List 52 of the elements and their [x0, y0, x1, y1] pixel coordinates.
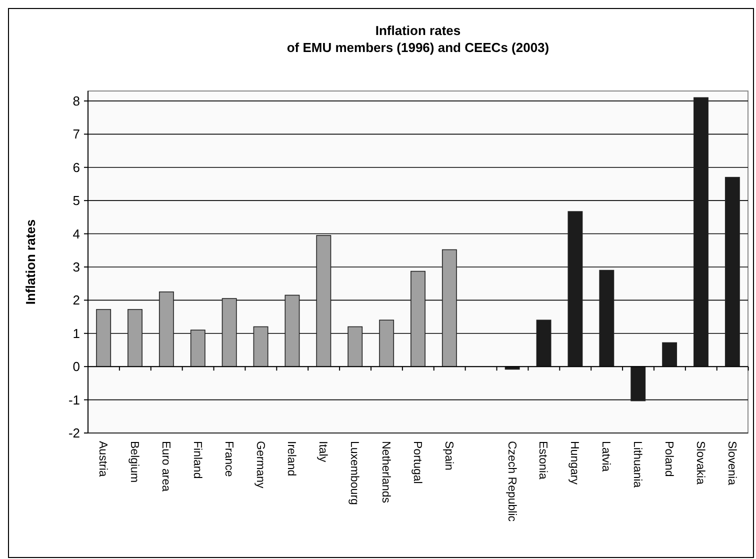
x-tick-label: Latvia	[600, 441, 612, 472]
bar	[662, 342, 678, 367]
bar	[348, 326, 363, 367]
x-tick-label: Luxembourg	[348, 441, 360, 505]
x-tick-label: France	[222, 441, 234, 477]
x-tick-label: Germany	[254, 441, 266, 489]
bar	[253, 326, 268, 367]
bar	[222, 298, 237, 367]
x-tick-label: Belgium	[128, 441, 140, 483]
y-tick-label: 1	[72, 326, 80, 341]
x-tick-label: Slovenia	[725, 441, 738, 486]
x-tick-label: Czech Republic	[505, 441, 518, 522]
x-tick-label: Slovakia	[694, 441, 706, 486]
bar	[410, 270, 426, 367]
bar	[724, 176, 740, 367]
bar	[630, 366, 646, 402]
x-tick-label: Spain	[442, 441, 454, 470]
y-tick-label: -1	[68, 392, 80, 408]
x-tick-label: Ireland	[285, 441, 298, 476]
bar	[284, 294, 300, 367]
x-tick-label: Euro area	[159, 441, 172, 492]
y-tick-label: -2	[68, 426, 80, 441]
bar	[442, 249, 457, 367]
y-tick-label: 5	[72, 193, 80, 208]
x-tick-label: Poland	[662, 441, 675, 477]
bar	[96, 309, 112, 367]
bar	[190, 330, 206, 367]
y-tick-label: 3	[72, 260, 80, 275]
bar	[536, 320, 552, 367]
chart-title: Inflation rates of EMU members (1996) and CEECs (2003)	[286, 23, 550, 55]
x-tick-label: Estonia	[536, 441, 549, 480]
y-tick-label: 4	[72, 226, 80, 242]
x-tick-label: Finland	[190, 441, 203, 479]
x-tick-label: Lithuania	[631, 441, 644, 488]
y-tick-label: 2	[72, 292, 80, 308]
bar	[568, 211, 583, 367]
bar	[316, 235, 332, 367]
x-tick-label: Italy	[316, 441, 329, 462]
bar	[158, 291, 174, 367]
y-tick-label: 8	[72, 94, 80, 109]
bar	[694, 97, 708, 367]
y-tick-label: 7	[72, 126, 80, 142]
y-tick-label: 6	[72, 160, 80, 175]
x-tick-label: Austria	[96, 441, 109, 478]
x-tick-label: Hungary	[568, 441, 580, 485]
bar	[599, 270, 614, 367]
x-tick-label: Netherlands	[380, 441, 392, 504]
x-tick-label: Portugal	[410, 441, 423, 484]
bar	[128, 309, 142, 367]
y-axis-title: Inflation rates	[23, 219, 38, 305]
bar	[379, 320, 394, 367]
y-tick-label: 0	[72, 359, 80, 374]
